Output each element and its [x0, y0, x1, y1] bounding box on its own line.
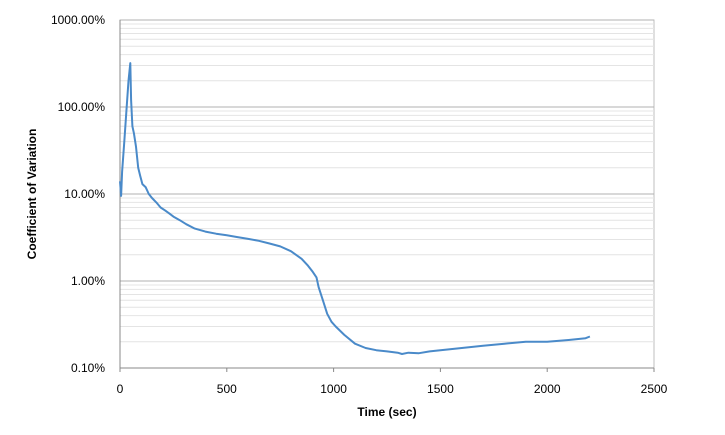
- x-tick-label: 2500: [641, 382, 668, 396]
- y-tick-label: 1.00%: [71, 274, 105, 288]
- gridlines: [120, 19, 654, 369]
- x-tick-label: 500: [217, 382, 237, 396]
- y-axis-title: Coefficient of Variation: [25, 129, 39, 260]
- y-tick-labels: 0.10% 1.00% 10.00% 100.00% 1000.00%: [51, 13, 105, 375]
- y-tick-label: 0.10%: [71, 361, 105, 375]
- x-tick-label: 0: [117, 382, 124, 396]
- x-tick-label: 1000: [320, 382, 347, 396]
- y-tick-label: 100.00%: [58, 100, 106, 114]
- y-tick-label: 1000.00%: [51, 13, 105, 27]
- series-layer: [119, 62, 591, 355]
- x-axis-title: Time (sec): [357, 405, 416, 419]
- x-tick-label: 1500: [427, 382, 454, 396]
- x-tick-labels: 0 500 1000 1500 2000 2500: [117, 368, 668, 396]
- series-line: [119, 62, 591, 355]
- x-tick-label: 2000: [534, 382, 561, 396]
- y-tick-label: 10.00%: [64, 187, 105, 201]
